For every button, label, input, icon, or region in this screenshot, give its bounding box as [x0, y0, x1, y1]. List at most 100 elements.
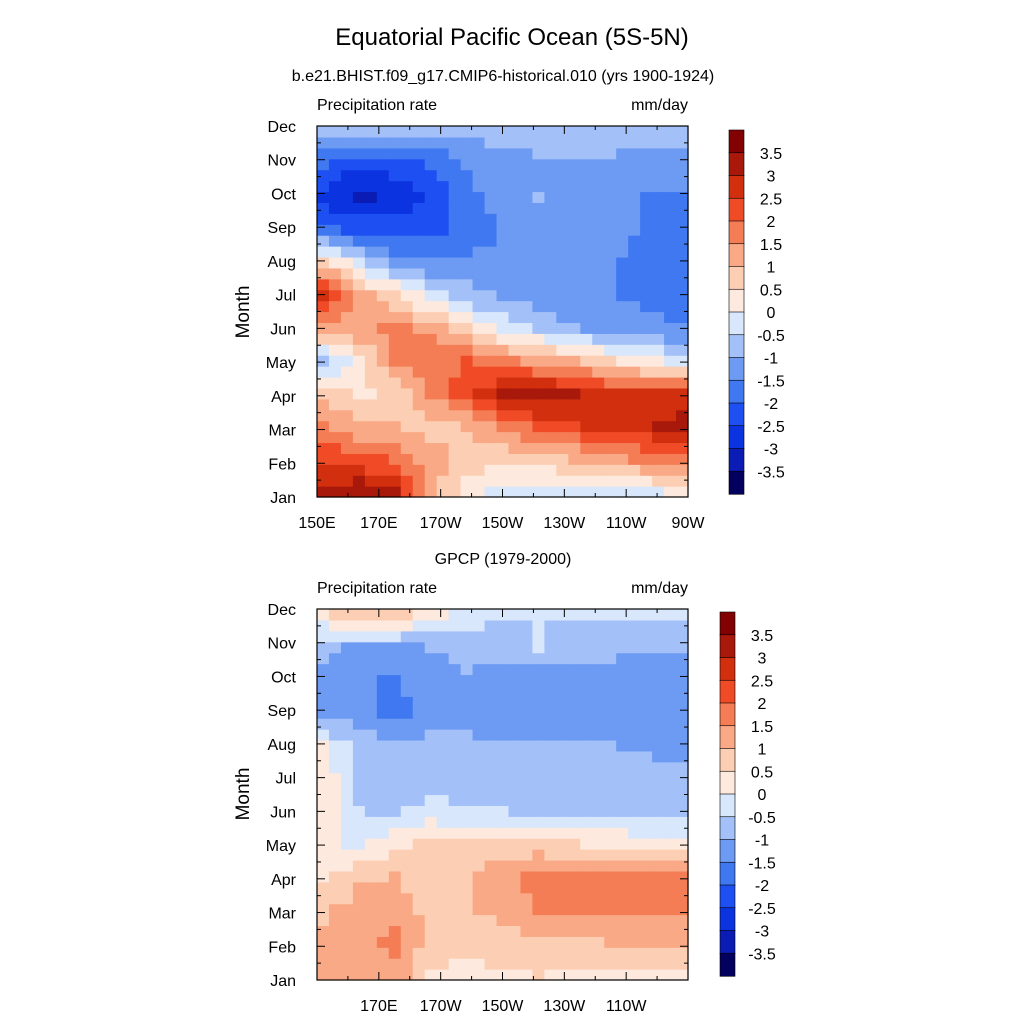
- heatmap-cell: [412, 772, 426, 785]
- heatmap-cell: [352, 202, 366, 214]
- heatmap-cell: [448, 838, 462, 850]
- heatmap-cell: [460, 126, 474, 138]
- heatmap-cell: [676, 344, 689, 356]
- heatmap-cell: [376, 761, 390, 774]
- heatmap-cell: [317, 387, 330, 400]
- y-tick-label: Feb: [268, 456, 296, 473]
- heatmap-cell: [400, 355, 414, 367]
- heatmap-cell: [472, 486, 486, 498]
- heatmap-cell: [448, 126, 462, 138]
- heatmap-cell: [676, 136, 689, 149]
- heatmap-cell: [412, 630, 426, 643]
- heatmap-cell: [352, 267, 366, 280]
- heatmap-cell: [328, 794, 342, 807]
- heatmap-cell: [448, 958, 462, 970]
- heatmap-cell: [388, 827, 402, 839]
- heatmap-cell: [520, 486, 534, 498]
- heatmap-cell: [340, 947, 354, 959]
- heatmap-cell: [328, 486, 342, 498]
- heatmap-cell: [544, 827, 557, 839]
- heatmap-cell: [328, 180, 342, 193]
- x-tick-label: 170W: [420, 515, 463, 532]
- heatmap-cell: [328, 246, 342, 258]
- heatmap-cell: [388, 794, 402, 807]
- heatmap-cell: [412, 652, 426, 665]
- heatmap-cell: [448, 311, 462, 324]
- heatmap-cell: [556, 914, 569, 927]
- colorbar-label: 2: [758, 696, 767, 713]
- heatmap-cell: [652, 761, 665, 774]
- heatmap-cell: [388, 300, 402, 313]
- heatmap-cell: [592, 475, 605, 487]
- heatmap-cell: [604, 136, 617, 149]
- heatmap-cell: [484, 409, 498, 422]
- heatmap-cell: [676, 398, 689, 411]
- heatmap-cell: [580, 947, 593, 959]
- heatmap-cell: [592, 609, 605, 621]
- heatmap-cell: [317, 816, 330, 828]
- heatmap-cell: [448, 420, 462, 433]
- heatmap-cell: [544, 398, 557, 411]
- heatmap-cell: [568, 180, 581, 193]
- heatmap-cell: [448, 475, 462, 487]
- heatmap-cell: [568, 333, 581, 345]
- heatmap-cell: [472, 453, 486, 465]
- heatmap-cell: [520, 859, 534, 872]
- heatmap-cell: [484, 475, 498, 487]
- heatmap-cell: [496, 355, 510, 367]
- heatmap-cell: [544, 126, 557, 138]
- heatmap-cell: [436, 849, 450, 861]
- heatmap-cell: [472, 718, 486, 730]
- heatmap-cell: [496, 674, 510, 686]
- heatmap-cell: [436, 609, 450, 621]
- heatmap-cell: [388, 729, 402, 741]
- heatmap-cell: [532, 169, 545, 182]
- heatmap-cell: [604, 235, 617, 247]
- heatmap-cell: [664, 663, 677, 676]
- heatmap-cell: [376, 300, 390, 313]
- heatmap-cell: [568, 224, 581, 236]
- heatmap-cell: [544, 761, 557, 774]
- heatmap-cell: [460, 783, 474, 796]
- heatmap-cell: [628, 256, 641, 269]
- heatmap-cell: [376, 235, 390, 247]
- heatmap-cell: [448, 827, 462, 839]
- heatmap-cell: [472, 925, 486, 937]
- heatmap-cell: [496, 805, 510, 817]
- heatmap-cell: [664, 805, 677, 817]
- heatmap-cell: [664, 278, 677, 291]
- heatmap-cell: [520, 652, 534, 665]
- heatmap-cell: [640, 969, 653, 981]
- heatmap-cell: [604, 267, 617, 280]
- heatmap-cell: [460, 136, 474, 149]
- heatmap-cell: [424, 630, 438, 643]
- heatmap-cell: [328, 761, 342, 774]
- heatmap-cell: [364, 859, 378, 872]
- heatmap-cell: [328, 366, 342, 378]
- heatmap-cell: [664, 289, 677, 302]
- colorbar-box: [719, 793, 736, 818]
- heatmap-cell: [592, 936, 605, 948]
- heatmap-cell: [604, 739, 617, 752]
- heatmap-cell: [556, 344, 569, 356]
- heatmap-cell: [376, 783, 390, 796]
- heatmap-cell: [352, 816, 366, 828]
- heatmap-cell: [580, 267, 593, 280]
- heatmap-cell: [676, 442, 689, 454]
- heatmap-cell: [592, 816, 605, 828]
- heatmap-cell: [412, 903, 426, 916]
- heatmap-cell: [652, 663, 665, 676]
- heatmap-cell: [424, 619, 438, 632]
- heatmap-cell: [532, 213, 545, 225]
- heatmap-cell: [424, 936, 438, 948]
- heatmap-cell: [412, 289, 426, 302]
- heatmap-cell: [580, 849, 593, 861]
- heatmap-cell: [568, 750, 581, 763]
- heatmap-cell: [532, 126, 545, 138]
- heatmap-cell: [544, 147, 557, 160]
- heatmap-cell: [317, 914, 330, 927]
- heatmap-cell: [364, 235, 378, 247]
- heatmap-cell: [376, 903, 390, 916]
- heatmap-cell: [580, 376, 593, 389]
- colorbar-label: 1: [758, 742, 767, 759]
